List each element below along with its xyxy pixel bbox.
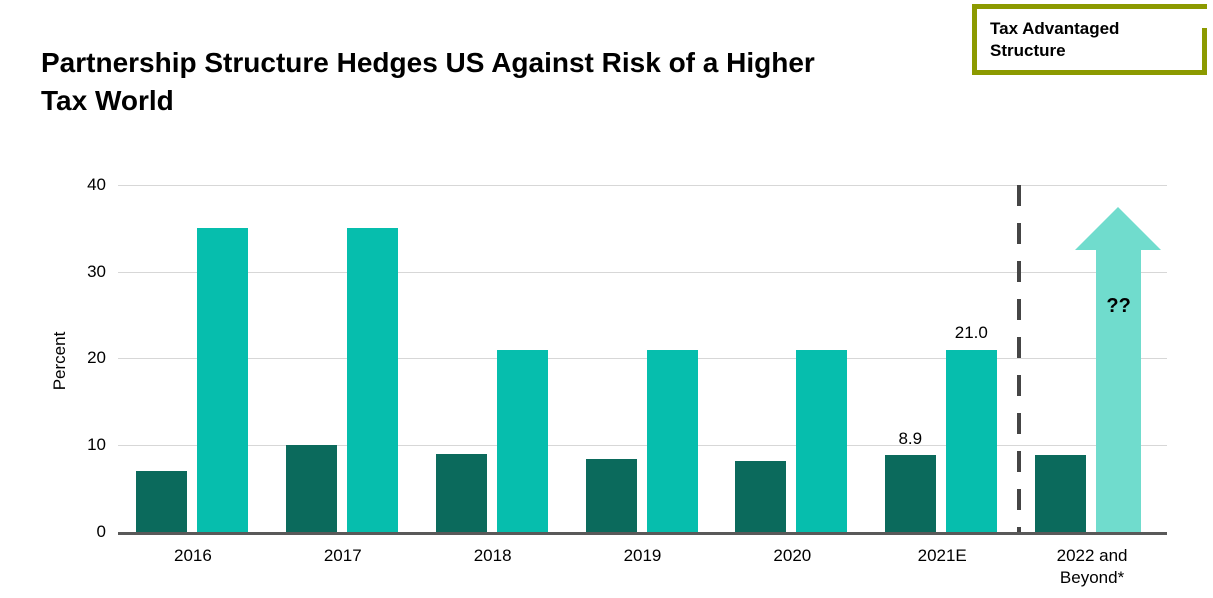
light-bar: [197, 228, 248, 532]
dark-bar: [285, 445, 337, 532]
gridline: [118, 358, 1167, 359]
light-bar: [946, 349, 998, 532]
category-label: 2018: [473, 546, 512, 565]
gridline: [118, 185, 1167, 186]
category-label: 2019: [623, 546, 662, 565]
value-label: 21.0: [954, 322, 988, 342]
category-label: 2022 and Beyond*: [1056, 546, 1128, 587]
light-bar: [496, 349, 548, 532]
bar-group: 2016: [118, 185, 268, 565]
gridline: [118, 445, 1167, 446]
dark-bar: [585, 459, 637, 532]
badge-border-segment: [1202, 28, 1207, 70]
bar-group: 8.9 21.0 2021E: [867, 185, 1017, 565]
dark-bar: [136, 471, 187, 532]
category-label: 2017: [323, 546, 362, 565]
bar-group: 2017: [268, 185, 418, 565]
dark-bar: [885, 454, 937, 532]
category-label: 2021E: [917, 546, 967, 565]
page-title: Partnership Structure Hedges US Against …: [41, 47, 815, 116]
light-bar: [346, 228, 398, 532]
up-arrow-shaft: [1096, 248, 1142, 532]
growth-arrow: ??: [1075, 206, 1162, 532]
category-label: 2016: [174, 546, 212, 565]
category-label: 2020: [773, 546, 812, 565]
bar-group: 2020: [717, 185, 867, 565]
tax-advantaged-badge: Tax Advantaged Structure: [972, 4, 1207, 75]
gridline: [118, 272, 1167, 273]
badge-label: Tax Advantaged Structure: [990, 19, 1120, 60]
dark-bar: [1035, 454, 1087, 532]
dark-bar: [735, 460, 787, 532]
bar-group: ?? 2022 and Beyond*: [1017, 185, 1167, 587]
up-arrow-head-icon: [1075, 206, 1162, 250]
light-bar: [646, 349, 698, 532]
uncertainty-label: ??: [1106, 294, 1131, 317]
light-bar: [796, 349, 848, 532]
y-tick-label: 20: [87, 348, 106, 367]
value-label: 8.9: [898, 428, 923, 448]
dark-bar: [435, 453, 487, 532]
plot-area: 2016 2017 2018 2019 2020 8.9 21.0 2021E?? 2022 a…: [118, 185, 1167, 587]
divider-dashed-line: [1016, 185, 1021, 532]
y-tick-label: 30: [87, 262, 106, 281]
bar-group: 2019: [568, 185, 718, 565]
y-tick-label: 0: [96, 522, 106, 541]
y-tick-label: 10: [87, 435, 106, 454]
y-tick-label: 40: [87, 175, 106, 194]
bars-layer: 2016 2017 2018 2019 2020 8.9 21.0 2021E?? 2022 a…: [118, 185, 1167, 587]
bar-group: 2018: [418, 185, 568, 565]
